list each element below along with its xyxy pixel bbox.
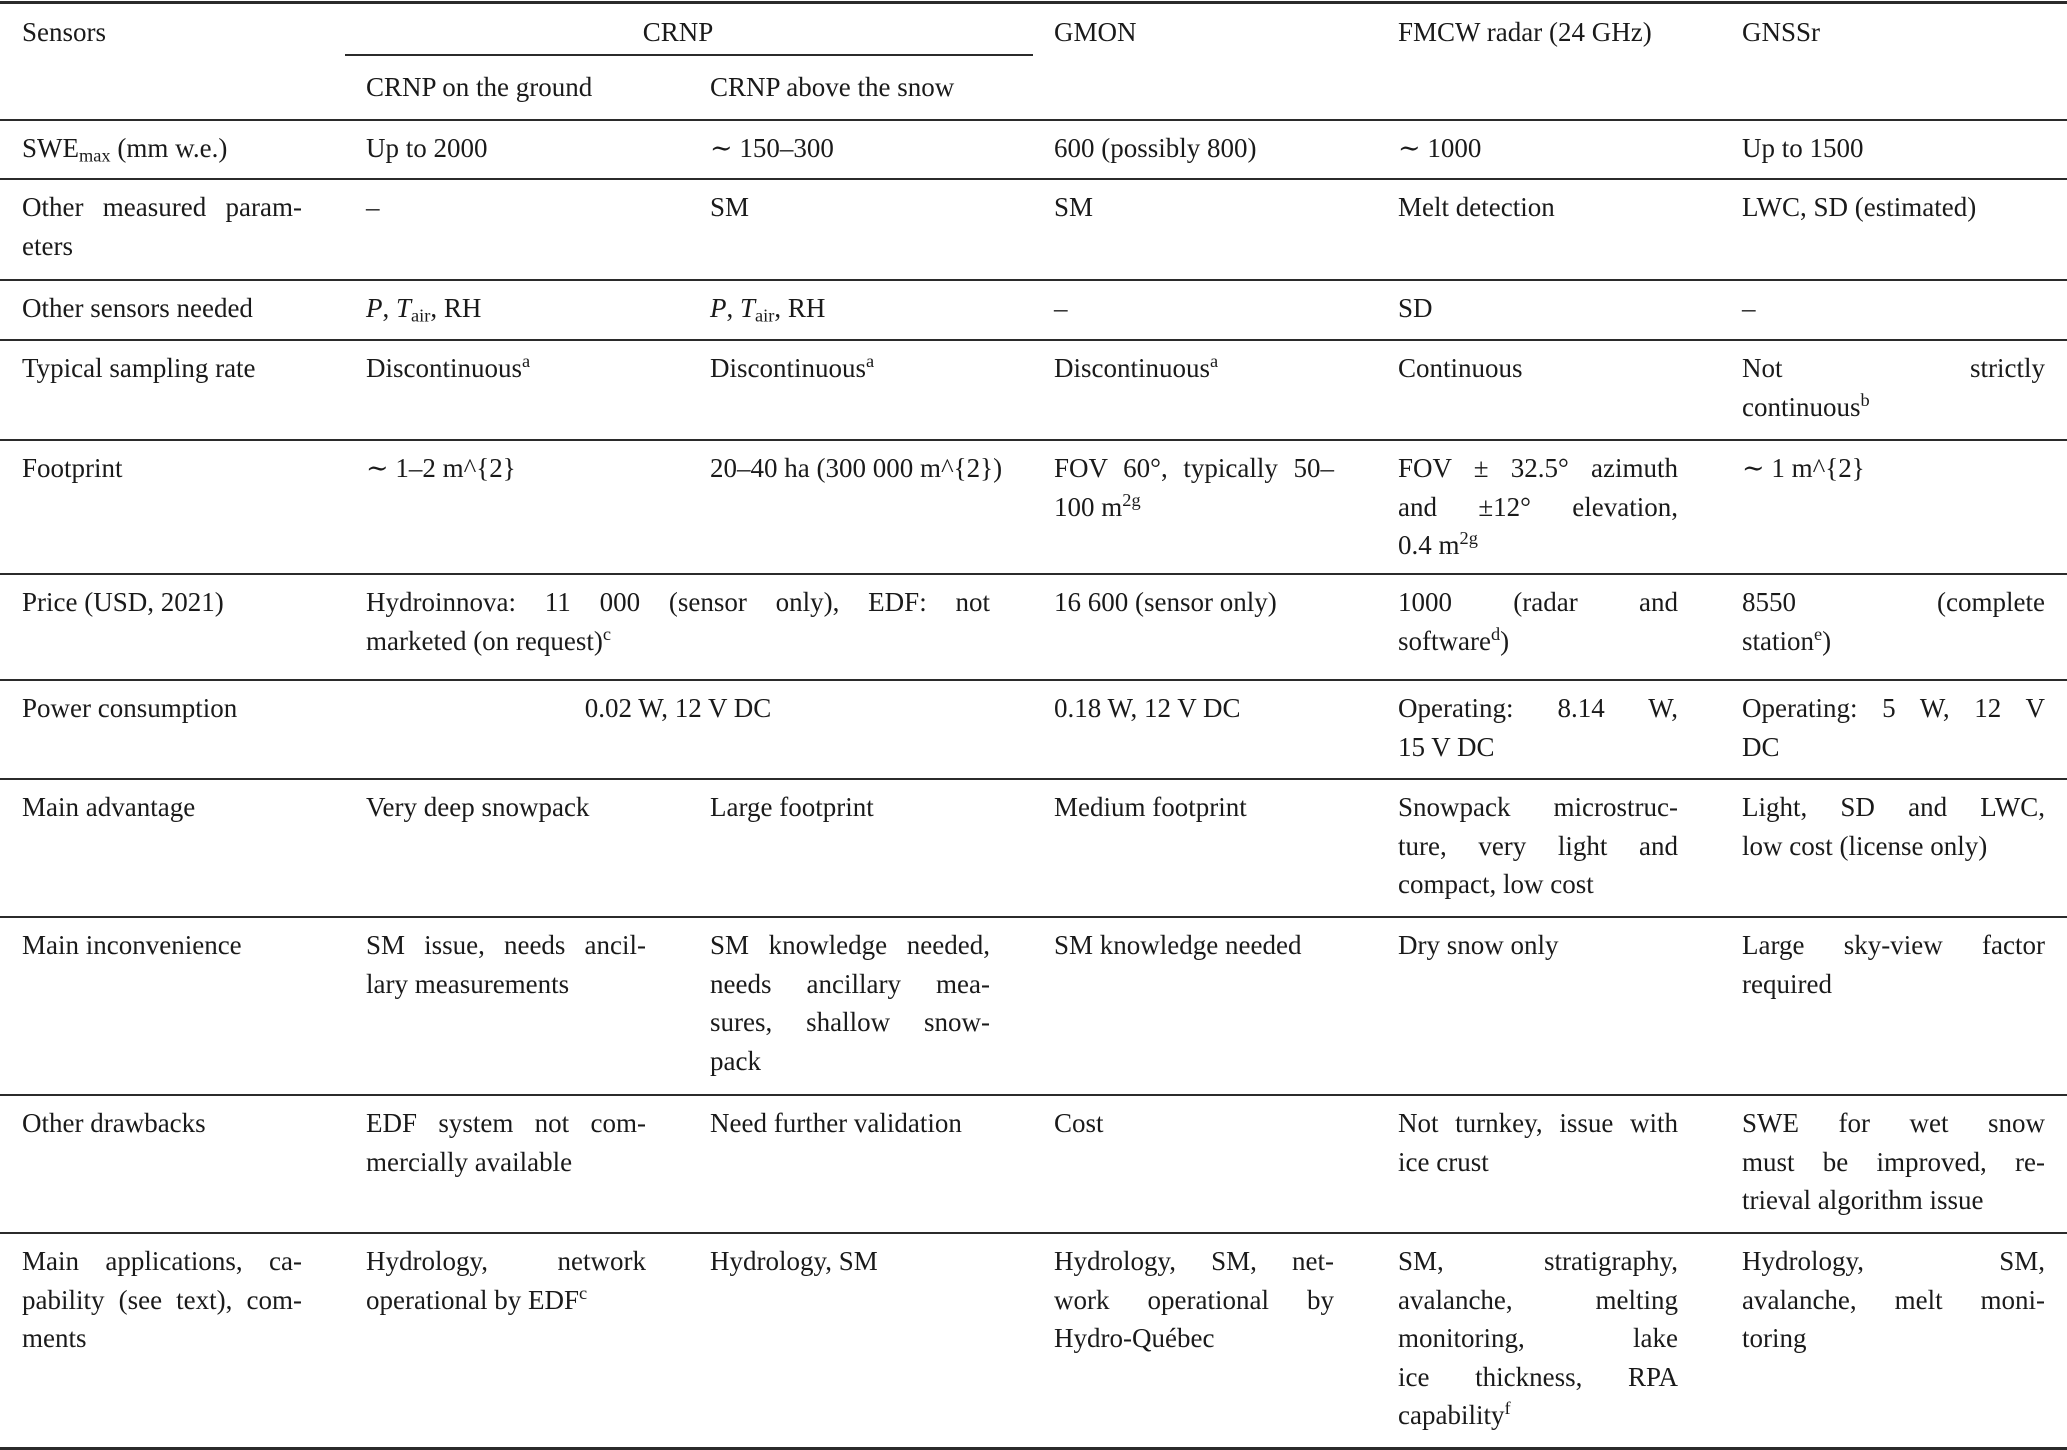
table-cell: Not turnkey, issue with ice crust bbox=[1398, 1108, 1678, 1177]
table-cell: 20–40 ha (300 000 m^{2}) bbox=[710, 453, 1003, 483]
table-cell: Up to 1500 bbox=[1742, 133, 1864, 163]
table-cell: Medium footprint bbox=[1054, 792, 1247, 822]
row-label: Other sensors needed bbox=[22, 293, 253, 323]
table-cell: Large sky-view factor required bbox=[1742, 930, 2045, 999]
table-cell: Melt detection bbox=[1398, 192, 1555, 222]
table-cell: FOV 60°, typically 50– 100 m2g bbox=[1054, 453, 1334, 522]
row-label: Main inconvenience bbox=[22, 930, 242, 960]
table-cell: SM knowledge needed, needs ancillary mea-… bbox=[710, 930, 990, 1076]
header-crnp-ground: CRNP on the ground bbox=[366, 72, 593, 102]
row-label: Footprint bbox=[22, 453, 123, 483]
table-cell: Hydrology, network operational by EDFc bbox=[366, 1246, 646, 1315]
header-crnp-above: CRNP above the snow bbox=[710, 72, 955, 102]
table-cell: Hydrology, SM, avalanche, melt moni-torin… bbox=[1742, 1246, 2045, 1353]
row-rule bbox=[0, 119, 2067, 121]
table-cell: – bbox=[1054, 293, 1068, 323]
table-cell: ∼ 150–300 bbox=[710, 133, 834, 163]
row-label: Other measured param-eters bbox=[22, 192, 302, 261]
row-rule bbox=[0, 1232, 2067, 1234]
table-cell: Continuous bbox=[1398, 353, 1523, 383]
crnp-group-rule bbox=[345, 54, 1033, 56]
table-cell: Hydrology, SM, net-work operational by Hy… bbox=[1054, 1246, 1334, 1353]
table-cell: Operating: 8.14 W, 15 V DC bbox=[1398, 693, 1678, 762]
row-rule bbox=[0, 1094, 2067, 1096]
table-cell: Need further validation bbox=[710, 1108, 962, 1138]
row-rule bbox=[0, 439, 2067, 441]
table-cell: SM issue, needs ancil-lary measurements bbox=[366, 930, 646, 999]
table-cell: SD bbox=[1398, 293, 1433, 323]
table-cell: Up to 2000 bbox=[366, 133, 488, 163]
row-rule bbox=[0, 916, 2067, 918]
table-cell: Hydrology, SM bbox=[710, 1246, 878, 1276]
row-label: SWEmax (mm w.e.) bbox=[22, 133, 228, 166]
table-cell: Cost bbox=[1054, 1108, 1104, 1138]
table-cell: SM knowledge needed bbox=[1054, 930, 1302, 960]
row-label: Price (USD, 2021) bbox=[22, 587, 224, 617]
table-cell: Large footprint bbox=[710, 792, 874, 822]
table-cell: Light, SD and LWC, low cost (license only… bbox=[1742, 792, 2045, 861]
row-label: Typical sampling rate bbox=[22, 353, 256, 383]
table-cell: Not strictly continuousb bbox=[1742, 353, 2045, 422]
table-cell: – bbox=[1742, 293, 1756, 323]
row-rule bbox=[0, 178, 2067, 180]
row-label: Main applications, ca-pability (see text… bbox=[22, 1246, 302, 1353]
table-cell: LWC, SD (estimated) bbox=[1742, 192, 1977, 222]
table-bottom-rule bbox=[0, 1447, 2067, 1450]
table-cell: P, Tair, RH bbox=[366, 293, 482, 326]
table-cell: ∼ 1 m^{2} bbox=[1742, 453, 1865, 483]
table-cell: Discontinuousa bbox=[1054, 350, 1219, 383]
table-cell: 0.02 W, 12 V DC bbox=[584, 693, 772, 723]
table-cell: ∼ 1000 bbox=[1398, 133, 1482, 163]
table-cell: SM, stratigraphy, avalanche, melting monit… bbox=[1398, 1246, 1678, 1430]
table-cell: 16 600 (sensor only) bbox=[1054, 587, 1277, 617]
table-cell: 1000 (radar and softwared) bbox=[1398, 587, 1678, 656]
header-sensors: Sensors bbox=[22, 17, 107, 47]
header-gnssr: GNSSr bbox=[1742, 17, 1821, 47]
row-rule bbox=[0, 573, 2067, 575]
table-cell: EDF system not com-mercially available bbox=[366, 1108, 646, 1177]
table-cell: 8550 (complete statione) bbox=[1742, 587, 2045, 656]
row-label: Other drawbacks bbox=[22, 1108, 206, 1138]
table-cell: Snowpack microstruc-ture, very light and… bbox=[1398, 792, 1678, 899]
header-gmon: GMON bbox=[1054, 17, 1137, 47]
table-cell: Very deep snowpack bbox=[366, 792, 590, 822]
table-cell: Hydroinnova: 11 000 (sensor only), EDF: … bbox=[366, 587, 990, 656]
row-rule bbox=[0, 279, 2067, 281]
table-cell: Operating: 5 W, 12 V DC bbox=[1742, 693, 2045, 762]
row-label: Main advantage bbox=[22, 792, 196, 822]
table-cell: Discontinuousa bbox=[366, 350, 531, 383]
header-crnp: CRNP bbox=[642, 17, 714, 47]
table-cell: Discontinuousa bbox=[710, 350, 875, 383]
table-cell: 600 (possibly 800) bbox=[1054, 133, 1257, 163]
table-cell: SM bbox=[710, 192, 750, 222]
header-fmcw: FMCW radar (24 GHz) bbox=[1398, 17, 1652, 47]
table-cell: FOV ± 32.5° azimuth and ±12° elevation, 0.… bbox=[1398, 453, 1678, 560]
table-top-rule bbox=[0, 1, 2067, 4]
table-cell: ∼ 1–2 m^{2} bbox=[366, 453, 516, 483]
table-cell: SM bbox=[1054, 192, 1094, 222]
table-cell: P, Tair, RH bbox=[710, 293, 826, 326]
row-label: Power consumption bbox=[22, 693, 238, 723]
row-rule bbox=[0, 778, 2067, 780]
table-cell: Dry snow only bbox=[1398, 930, 1559, 960]
row-rule bbox=[0, 679, 2067, 681]
row-rule bbox=[0, 339, 2067, 341]
table-cell: 0.18 W, 12 V DC bbox=[1054, 693, 1241, 723]
table-cell: SWE for wet snow must be improved, re-tri… bbox=[1742, 1108, 2045, 1215]
table-cell: – bbox=[366, 192, 380, 222]
